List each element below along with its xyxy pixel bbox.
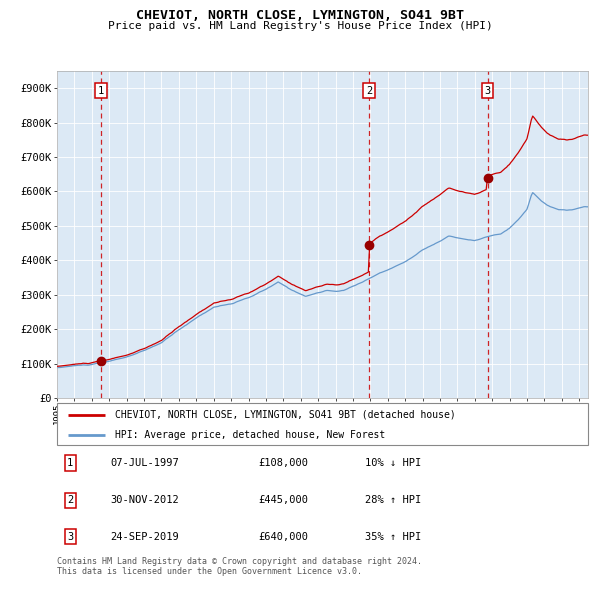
Text: 1: 1 — [67, 458, 73, 468]
Text: 07-JUL-1997: 07-JUL-1997 — [110, 458, 179, 468]
Text: 35% ↑ HPI: 35% ↑ HPI — [365, 532, 421, 542]
Text: 3: 3 — [67, 532, 73, 542]
Text: Price paid vs. HM Land Registry's House Price Index (HPI): Price paid vs. HM Land Registry's House … — [107, 21, 493, 31]
Text: 1: 1 — [98, 86, 104, 96]
Text: £108,000: £108,000 — [259, 458, 309, 468]
Text: 24-SEP-2019: 24-SEP-2019 — [110, 532, 179, 542]
Text: CHEVIOT, NORTH CLOSE, LYMINGTON, SO41 9BT (detached house): CHEVIOT, NORTH CLOSE, LYMINGTON, SO41 9B… — [115, 410, 456, 420]
Text: £445,000: £445,000 — [259, 496, 309, 506]
Text: 28% ↑ HPI: 28% ↑ HPI — [365, 496, 421, 506]
Text: 30-NOV-2012: 30-NOV-2012 — [110, 496, 179, 506]
Text: £640,000: £640,000 — [259, 532, 309, 542]
Text: CHEVIOT, NORTH CLOSE, LYMINGTON, SO41 9BT: CHEVIOT, NORTH CLOSE, LYMINGTON, SO41 9B… — [136, 9, 464, 22]
FancyBboxPatch shape — [57, 403, 588, 445]
Text: 3: 3 — [484, 86, 491, 96]
Text: HPI: Average price, detached house, New Forest: HPI: Average price, detached house, New … — [115, 430, 386, 440]
Text: Contains HM Land Registry data © Crown copyright and database right 2024.: Contains HM Land Registry data © Crown c… — [57, 557, 422, 566]
Text: This data is licensed under the Open Government Licence v3.0.: This data is licensed under the Open Gov… — [57, 567, 362, 576]
Text: 10% ↓ HPI: 10% ↓ HPI — [365, 458, 421, 468]
Text: 2: 2 — [366, 86, 372, 96]
Text: 2: 2 — [67, 496, 73, 506]
